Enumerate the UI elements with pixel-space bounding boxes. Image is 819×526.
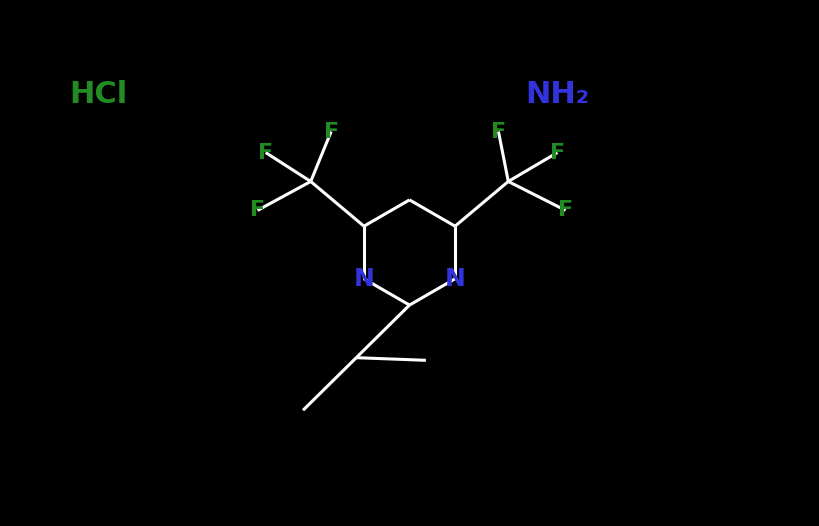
Text: F: F [558,200,573,220]
Text: F: F [250,200,265,220]
Text: F: F [324,122,339,141]
Text: N: N [354,267,374,291]
Text: N: N [445,267,465,291]
Text: F: F [550,143,565,163]
Text: F: F [491,122,506,141]
Text: NH₂: NH₂ [525,80,589,109]
Text: F: F [258,143,274,163]
Text: HCl: HCl [70,80,128,109]
